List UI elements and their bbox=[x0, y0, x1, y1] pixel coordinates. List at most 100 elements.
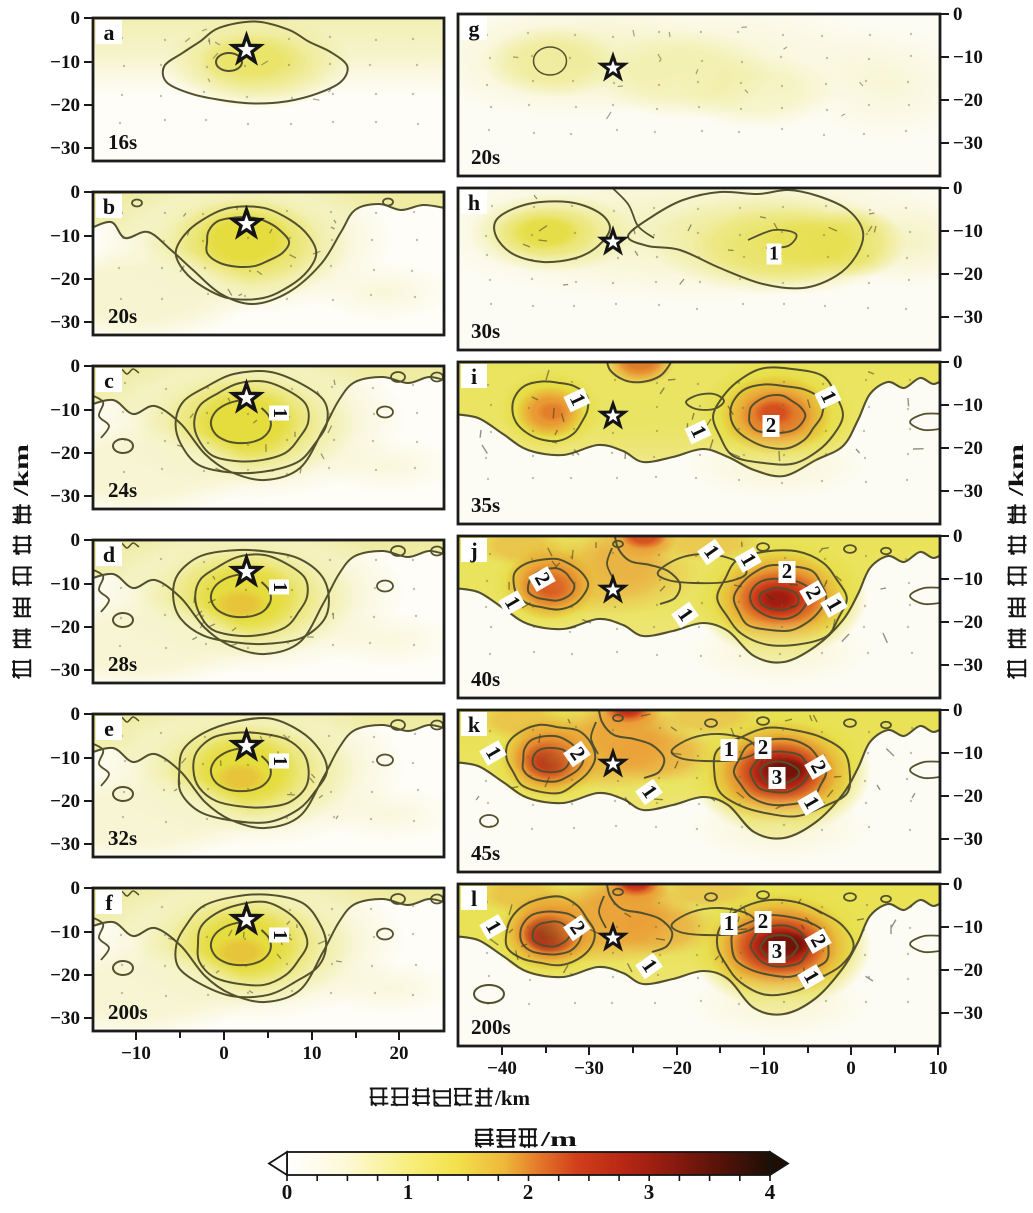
svg-text:3: 3 bbox=[772, 939, 783, 963]
svg-text:−20: −20 bbox=[50, 617, 80, 638]
svg-text:−20: −20 bbox=[953, 612, 983, 633]
svg-text:1: 1 bbox=[724, 911, 735, 935]
svg-text:0: 0 bbox=[71, 356, 81, 377]
svg-text:−20: −20 bbox=[50, 269, 80, 290]
svg-text:3: 3 bbox=[644, 1180, 655, 1204]
svg-text:k: k bbox=[468, 712, 481, 737]
svg-text:0: 0 bbox=[953, 178, 963, 199]
svg-text:−10: −10 bbox=[953, 395, 983, 416]
svg-text:l: l bbox=[471, 886, 477, 911]
svg-text:j: j bbox=[469, 538, 477, 563]
svg-text:0: 0 bbox=[953, 4, 963, 25]
svg-text:24s: 24s bbox=[108, 478, 137, 502]
svg-text:−30: −30 bbox=[50, 834, 80, 855]
svg-text:20s: 20s bbox=[471, 145, 500, 169]
svg-text:−30: −30 bbox=[953, 481, 983, 502]
svg-text:1: 1 bbox=[269, 408, 291, 418]
svg-text:0: 0 bbox=[953, 526, 963, 547]
svg-text:35s: 35s bbox=[471, 493, 500, 517]
svg-text:200s: 200s bbox=[471, 1015, 511, 1039]
svg-text:10: 10 bbox=[929, 1058, 948, 1079]
svg-text:10: 10 bbox=[303, 1043, 322, 1064]
svg-text:a: a bbox=[104, 20, 115, 45]
svg-text:−10: −10 bbox=[953, 743, 983, 764]
svg-text:−20: −20 bbox=[50, 965, 80, 986]
svg-text:c: c bbox=[104, 368, 114, 393]
svg-text:g: g bbox=[469, 16, 480, 41]
svg-text:/m: /m bbox=[539, 1127, 577, 1151]
svg-text:1: 1 bbox=[269, 756, 291, 766]
svg-text:20s: 20s bbox=[108, 304, 137, 328]
svg-text:−10: −10 bbox=[50, 52, 80, 73]
svg-text:−30: −30 bbox=[50, 660, 80, 681]
svg-text:−20: −20 bbox=[50, 443, 80, 464]
svg-text:1: 1 bbox=[724, 737, 735, 761]
svg-text:−30: −30 bbox=[953, 307, 983, 328]
svg-text:0: 0 bbox=[953, 700, 963, 721]
svg-text:32s: 32s bbox=[108, 826, 137, 850]
svg-text:0: 0 bbox=[71, 704, 81, 725]
svg-text:2: 2 bbox=[782, 559, 793, 583]
svg-text:b: b bbox=[103, 194, 115, 219]
svg-text:0: 0 bbox=[846, 1058, 856, 1079]
svg-text:0: 0 bbox=[282, 1180, 293, 1204]
svg-text:0: 0 bbox=[953, 352, 963, 373]
svg-text:−20: −20 bbox=[50, 95, 80, 116]
svg-text:16s: 16s bbox=[108, 130, 137, 154]
svg-text:−10: −10 bbox=[50, 922, 80, 943]
svg-text:1: 1 bbox=[269, 930, 291, 940]
svg-text:/km: /km bbox=[1004, 443, 1028, 497]
svg-text:e: e bbox=[104, 716, 114, 741]
svg-text:2: 2 bbox=[758, 909, 769, 933]
svg-text:−10: −10 bbox=[50, 226, 80, 247]
svg-text:40s: 40s bbox=[471, 667, 500, 691]
svg-text:d: d bbox=[103, 542, 115, 567]
svg-text:200s: 200s bbox=[108, 1000, 148, 1024]
svg-text:−30: −30 bbox=[50, 138, 80, 159]
svg-text:0: 0 bbox=[71, 878, 81, 899]
svg-text:−30: −30 bbox=[50, 312, 80, 333]
svg-text:−20: −20 bbox=[953, 960, 983, 981]
svg-text:−20: −20 bbox=[953, 90, 983, 111]
svg-text:−30: −30 bbox=[50, 1008, 80, 1029]
svg-text:3: 3 bbox=[772, 765, 783, 789]
svg-text:20: 20 bbox=[390, 1043, 409, 1064]
svg-text:−10: −10 bbox=[953, 47, 983, 68]
svg-text:1: 1 bbox=[403, 1180, 414, 1204]
svg-text:−10: −10 bbox=[953, 917, 983, 938]
svg-text:−30: −30 bbox=[574, 1058, 604, 1079]
svg-text:/km: /km bbox=[494, 1086, 531, 1110]
svg-text:0: 0 bbox=[71, 530, 81, 551]
svg-text:−30: −30 bbox=[50, 486, 80, 507]
svg-text:0: 0 bbox=[219, 1043, 229, 1064]
svg-text:−10: −10 bbox=[121, 1043, 151, 1064]
svg-text:0: 0 bbox=[71, 182, 81, 203]
svg-text:−10: −10 bbox=[50, 574, 80, 595]
svg-text:0: 0 bbox=[71, 8, 81, 29]
svg-text:2: 2 bbox=[523, 1180, 534, 1204]
svg-text:−10: −10 bbox=[953, 221, 983, 242]
svg-text:/km: /km bbox=[9, 443, 33, 497]
svg-text:−20: −20 bbox=[50, 791, 80, 812]
svg-text:h: h bbox=[468, 190, 480, 215]
svg-text:−30: −30 bbox=[953, 133, 983, 154]
svg-text:−30: −30 bbox=[953, 829, 983, 850]
svg-text:28s: 28s bbox=[108, 652, 137, 676]
svg-text:2: 2 bbox=[766, 413, 777, 437]
svg-text:4: 4 bbox=[765, 1180, 776, 1204]
svg-text:−20: −20 bbox=[953, 786, 983, 807]
svg-text:1: 1 bbox=[269, 582, 291, 592]
svg-text:−20: −20 bbox=[662, 1058, 692, 1079]
svg-text:−20: −20 bbox=[953, 264, 983, 285]
svg-text:0: 0 bbox=[953, 874, 963, 895]
svg-text:f: f bbox=[105, 890, 113, 915]
svg-text:−10: −10 bbox=[50, 748, 80, 769]
svg-text:1: 1 bbox=[769, 243, 779, 265]
svg-text:2: 2 bbox=[758, 735, 769, 759]
svg-text:i: i bbox=[471, 364, 477, 389]
svg-text:−10: −10 bbox=[50, 400, 80, 421]
svg-text:−40: −40 bbox=[487, 1058, 517, 1079]
svg-text:45s: 45s bbox=[471, 841, 500, 865]
svg-text:−30: −30 bbox=[953, 1003, 983, 1024]
svg-text:−10: −10 bbox=[749, 1058, 779, 1079]
